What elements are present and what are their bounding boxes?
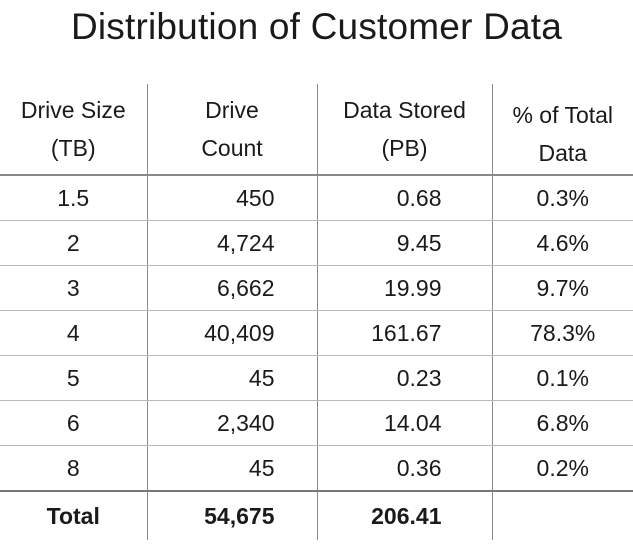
cell-data-stored: 0.23 bbox=[316, 355, 492, 401]
total-drive-count: 54,675 bbox=[146, 491, 317, 540]
cell-drive-count: 6,662 bbox=[146, 265, 317, 311]
table-row: 4 40,409 161.67 78.3% bbox=[0, 310, 633, 356]
cell-drive-size: 3 bbox=[0, 265, 147, 311]
header-percent-total-line1: % of Total bbox=[512, 102, 614, 128]
header-row: Drive Size (TB) Drive Count Data Stored … bbox=[0, 84, 633, 176]
cell-percent-total: 0.1% bbox=[491, 355, 633, 401]
total-label: Total bbox=[46, 502, 100, 529]
cell-percent-total: 0.3% bbox=[491, 175, 633, 221]
header-data-stored-line1: Data Stored bbox=[343, 97, 466, 123]
total-percent-total bbox=[491, 491, 633, 540]
table-row: 5 45 0.23 0.1% bbox=[0, 355, 633, 401]
header-drive-count-line1: Drive bbox=[205, 97, 259, 123]
cell-data-stored: 14.04 bbox=[316, 400, 492, 446]
header-data-stored: Data Stored (PB) bbox=[316, 84, 492, 176]
cell-data-stored: 0.36 bbox=[316, 445, 492, 492]
cell-drive-size: 5 bbox=[0, 355, 147, 401]
header-percent-total: % of Total Data bbox=[491, 84, 633, 176]
cell-drive-count: 45 bbox=[146, 445, 317, 492]
cell-drive-count: 4,724 bbox=[146, 220, 317, 266]
cell-drive-size: 2 bbox=[0, 220, 147, 266]
header-drive-size-line2: (TB) bbox=[50, 135, 96, 161]
cell-percent-total: 0.2% bbox=[491, 445, 633, 492]
cell-data-stored: 0.68 bbox=[316, 175, 492, 221]
header-percent-total-line2: Data bbox=[538, 140, 588, 166]
cell-drive-size: 8 bbox=[0, 445, 147, 492]
cell-drive-size: 1.5 bbox=[0, 175, 147, 221]
table-row: 2 4,724 9.45 4.6% bbox=[0, 220, 633, 266]
header-drive-size-line1: Drive Size bbox=[20, 97, 126, 123]
table-row: 1.5 450 0.68 0.3% bbox=[0, 175, 633, 221]
total-data-stored: 206.41 bbox=[316, 491, 492, 540]
table-row: 8 45 0.36 0.2% bbox=[0, 445, 633, 492]
cell-drive-size: 4 bbox=[0, 310, 147, 356]
header-drive-count: Drive Count bbox=[146, 84, 317, 176]
cell-data-stored: 19.99 bbox=[316, 265, 492, 311]
table-row: 6 2,340 14.04 6.8% bbox=[0, 400, 633, 446]
cell-drive-count: 40,409 bbox=[146, 310, 317, 356]
header-drive-count-line2: Count bbox=[201, 135, 263, 161]
cell-percent-total: 6.8% bbox=[491, 400, 633, 446]
cell-drive-count: 2,340 bbox=[146, 400, 317, 446]
page-title: Distribution of Customer Data bbox=[70, 6, 563, 47]
header-data-stored-line2: (PB) bbox=[381, 135, 428, 161]
cell-drive-count: 45 bbox=[146, 355, 317, 401]
table-row: 3 6,662 19.99 9.7% bbox=[0, 265, 633, 311]
total-row: Total 54,675 206.41 bbox=[0, 491, 633, 540]
header-drive-size: Drive Size (TB) bbox=[0, 84, 147, 176]
cell-drive-size: 6 bbox=[0, 400, 147, 446]
cell-data-stored: 161.67 bbox=[316, 310, 492, 356]
cell-drive-count: 450 bbox=[146, 175, 317, 221]
cell-percent-total: 9.7% bbox=[491, 265, 633, 311]
cell-percent-total: 4.6% bbox=[491, 220, 633, 266]
customer-data-table: Drive Size (TB) Drive Count Data Stored … bbox=[0, 84, 633, 540]
cell-data-stored: 9.45 bbox=[316, 220, 492, 266]
cell-percent-total: 78.3% bbox=[491, 310, 633, 356]
